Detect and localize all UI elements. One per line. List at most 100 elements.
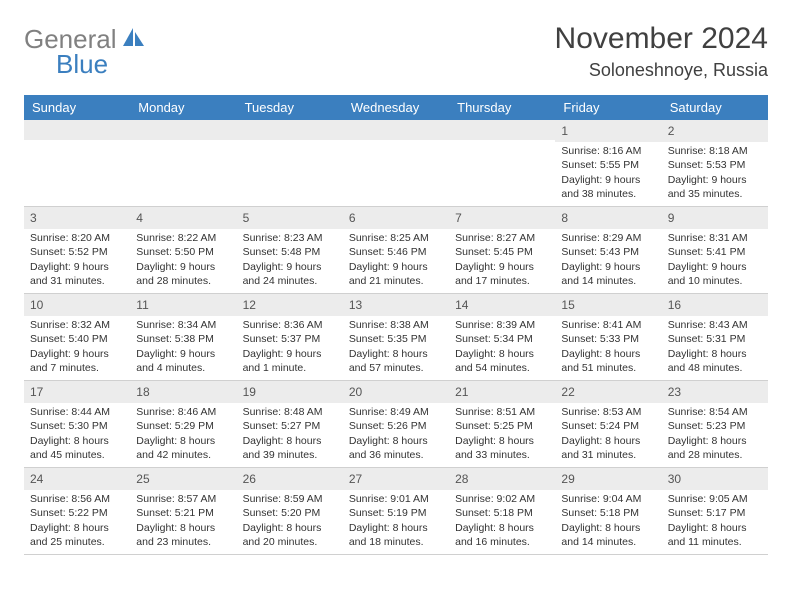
sunset-text: Sunset: 5:34 PM [455, 332, 549, 346]
calendar-day-cell: 25Sunrise: 8:57 AMSunset: 5:21 PMDayligh… [130, 468, 236, 554]
sunset-text: Sunset: 5:55 PM [561, 158, 655, 172]
day-number: 10 [24, 294, 130, 316]
calendar-day-cell: 9Sunrise: 8:31 AMSunset: 5:41 PMDaylight… [662, 207, 768, 293]
day-number: 20 [343, 381, 449, 403]
daylight-text: Daylight: 9 hours and 38 minutes. [561, 173, 655, 201]
daylight-text: Daylight: 9 hours and 1 minute. [243, 347, 337, 375]
day-content: Sunrise: 8:54 AMSunset: 5:23 PMDaylight:… [662, 403, 768, 466]
sunset-text: Sunset: 5:18 PM [455, 506, 549, 520]
day-number: 8 [555, 207, 661, 229]
daylight-text: Daylight: 8 hours and 33 minutes. [455, 434, 549, 462]
calendar-day-cell: 12Sunrise: 8:36 AMSunset: 5:37 PMDayligh… [237, 294, 343, 380]
day-number: 13 [343, 294, 449, 316]
location-text: Soloneshnoye, Russia [555, 60, 768, 81]
sunrise-text: Sunrise: 8:39 AM [455, 318, 549, 332]
calendar-day-cell: 3Sunrise: 8:20 AMSunset: 5:52 PMDaylight… [24, 207, 130, 293]
calendar-day-cell: 10Sunrise: 8:32 AMSunset: 5:40 PMDayligh… [24, 294, 130, 380]
day-number: 17 [24, 381, 130, 403]
day-number: 5 [237, 207, 343, 229]
day-number: 15 [555, 294, 661, 316]
sunrise-text: Sunrise: 8:43 AM [668, 318, 762, 332]
calendar-day-cell: 15 Sunrise: 8:41 AMSunset: 5:33 PMDayligh… [555, 294, 661, 380]
sunset-text: Sunset: 5:17 PM [668, 506, 762, 520]
day-number: 3 [24, 207, 130, 229]
daylight-text: Daylight: 9 hours and 31 minutes. [30, 260, 124, 288]
sunset-text: Sunset: 5:21 PM [136, 506, 230, 520]
sunset-text: Sunset: 5:31 PM [668, 332, 762, 346]
sunrise-text: Sunrise: 9:05 AM [668, 492, 762, 506]
month-title: November 2024 [555, 22, 768, 56]
day-number [449, 120, 555, 140]
calendar-day-cell [343, 120, 449, 206]
calendar-day-cell: 4Sunrise: 8:22 AMSunset: 5:50 PMDaylight… [130, 207, 236, 293]
sunset-text: Sunset: 5:38 PM [136, 332, 230, 346]
day-number: 28 [449, 468, 555, 490]
day-number: 22 [555, 381, 661, 403]
day-content: Sunrise: 8:22 AMSunset: 5:50 PMDaylight:… [130, 229, 236, 292]
day-number: 9 [662, 207, 768, 229]
day-number: 11 [130, 294, 236, 316]
day-content: Sunrise: 8:25 AMSunset: 5:46 PMDaylight:… [343, 229, 449, 292]
calendar-day-cell: 30Sunrise: 9:05 AMSunset: 5:17 PMDayligh… [662, 468, 768, 554]
sunrise-text: Sunrise: 8:49 AM [349, 405, 443, 419]
daylight-text: Daylight: 8 hours and 20 minutes. [243, 521, 337, 549]
day-content: Sunrise: 8:59 AMSunset: 5:20 PMDaylight:… [237, 490, 343, 553]
daylight-text: Daylight: 8 hours and 16 minutes. [455, 521, 549, 549]
calendar-day-cell: 24Sunrise: 8:56 AMSunset: 5:22 PMDayligh… [24, 468, 130, 554]
day-content: Sunrise: 9:01 AMSunset: 5:19 PMDaylight:… [343, 490, 449, 553]
sunrise-text: Sunrise: 8:20 AM [30, 231, 124, 245]
sunset-text: Sunset: 5:48 PM [243, 245, 337, 259]
sunset-text: Sunset: 5:26 PM [349, 419, 443, 433]
day-number: 4 [130, 207, 236, 229]
day-number: 2 [662, 120, 768, 142]
daylight-text: Daylight: 9 hours and 24 minutes. [243, 260, 337, 288]
sunrise-text: Sunrise: 8:34 AM [136, 318, 230, 332]
day-number: 19 [237, 381, 343, 403]
sunrise-text: Sunrise: 8:59 AM [243, 492, 337, 506]
sunset-text: Sunset: 5:33 PM [561, 332, 655, 346]
calendar-header-cell: Sunday [24, 95, 130, 120]
day-number: 26 [237, 468, 343, 490]
calendar-day-cell: 17Sunrise: 8:44 AMSunset: 5:30 PMDayligh… [24, 381, 130, 467]
daylight-text: Daylight: 9 hours and 4 minutes. [136, 347, 230, 375]
daylight-text: Daylight: 8 hours and 51 minutes. [561, 347, 655, 375]
sunrise-text: Sunrise: 8:16 AM [561, 144, 655, 158]
calendar-header-cell: Monday [130, 95, 236, 120]
calendar-day-cell: 18Sunrise: 8:46 AMSunset: 5:29 PMDayligh… [130, 381, 236, 467]
day-content: Sunrise: 8:31 AMSunset: 5:41 PMDaylight:… [662, 229, 768, 292]
brand-word2: Blue [56, 49, 145, 80]
calendar-header-cell: Tuesday [237, 95, 343, 120]
day-number: 24 [24, 468, 130, 490]
calendar-week-row: 17Sunrise: 8:44 AMSunset: 5:30 PMDayligh… [24, 381, 768, 468]
sunset-text: Sunset: 5:46 PM [349, 245, 443, 259]
sunrise-text: Sunrise: 9:04 AM [561, 492, 655, 506]
day-content: Sunrise: 8:16 AMSunset: 5:55 PMDaylight:… [555, 142, 661, 205]
sunset-text: Sunset: 5:20 PM [243, 506, 337, 520]
day-number: 23 [662, 381, 768, 403]
day-content: Sunrise: 8:23 AMSunset: 5:48 PMDaylight:… [237, 229, 343, 292]
daylight-text: Daylight: 9 hours and 17 minutes. [455, 260, 549, 288]
sunrise-text: Sunrise: 8:32 AM [30, 318, 124, 332]
title-block: November 2024 Soloneshnoye, Russia [555, 22, 768, 81]
sunset-text: Sunset: 5:43 PM [561, 245, 655, 259]
day-content: Sunrise: 8:27 AMSunset: 5:45 PMDaylight:… [449, 229, 555, 292]
calendar-header-cell: Wednesday [343, 95, 449, 120]
calendar-day-cell: 7Sunrise: 8:27 AMSunset: 5:45 PMDaylight… [449, 207, 555, 293]
calendar-day-cell [449, 120, 555, 206]
calendar-week-row: 10Sunrise: 8:32 AMSunset: 5:40 PMDayligh… [24, 294, 768, 381]
day-content: Sunrise: 8:49 AMSunset: 5:26 PMDaylight:… [343, 403, 449, 466]
sunset-text: Sunset: 5:27 PM [243, 419, 337, 433]
day-content: Sunrise: 8:48 AMSunset: 5:27 PMDaylight:… [237, 403, 343, 466]
sunset-text: Sunset: 5:23 PM [668, 419, 762, 433]
calendar-day-cell: 5Sunrise: 8:23 AMSunset: 5:48 PMDaylight… [237, 207, 343, 293]
daylight-text: Daylight: 8 hours and 39 minutes. [243, 434, 337, 462]
sunset-text: Sunset: 5:37 PM [243, 332, 337, 346]
sunrise-text: Sunrise: 8:29 AM [561, 231, 655, 245]
calendar-day-cell: 28 Sunrise: 9:02 AMSunset: 5:18 PMDayligh… [449, 468, 555, 554]
sunrise-text: Sunrise: 9:02 AM [455, 492, 549, 506]
day-content: Sunrise: 8:18 AMSunset: 5:53 PMDaylight:… [662, 142, 768, 205]
sunrise-text: Sunrise: 8:41 AM [561, 318, 655, 332]
daylight-text: Daylight: 8 hours and 14 minutes. [561, 521, 655, 549]
sunset-text: Sunset: 5:41 PM [668, 245, 762, 259]
calendar-week-row: 1Sunrise: 8:16 AMSunset: 5:55 PMDaylight… [24, 120, 768, 207]
